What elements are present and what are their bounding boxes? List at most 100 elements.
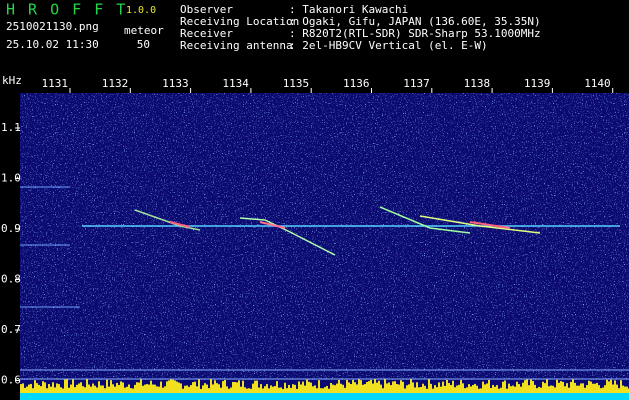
level-bar <box>288 384 290 393</box>
level-bar <box>588 380 590 393</box>
level-bar <box>550 385 552 393</box>
level-bar <box>164 386 166 393</box>
level-bar <box>420 386 422 393</box>
level-bar <box>466 387 468 393</box>
level-bar <box>174 380 176 393</box>
level-bar <box>584 387 586 393</box>
level-bar <box>544 383 546 393</box>
level-bar <box>166 381 168 393</box>
level-bar <box>598 385 600 393</box>
level-bar <box>608 381 610 393</box>
level-bar <box>50 386 52 393</box>
level-bar <box>464 388 466 393</box>
level-bar <box>146 384 148 393</box>
level-bar <box>312 386 314 393</box>
level-bar <box>352 379 354 393</box>
level-bar <box>604 385 606 393</box>
level-bar <box>542 381 544 393</box>
level-bar <box>348 382 350 393</box>
level-bar <box>240 386 242 393</box>
level-bar <box>262 388 264 393</box>
level-bar <box>82 386 84 393</box>
level-bar <box>462 383 464 393</box>
level-bar <box>448 383 450 393</box>
level-bar <box>442 381 444 393</box>
level-bar <box>24 387 26 393</box>
level-bar <box>26 386 28 393</box>
level-bar <box>472 384 474 393</box>
level-bar <box>340 383 342 393</box>
level-bar <box>614 380 616 393</box>
level-bar <box>58 384 60 393</box>
level-bar <box>470 386 472 393</box>
time-label: 1132 <box>102 77 129 90</box>
level-bar <box>30 383 32 393</box>
time-label: 1131 <box>42 77 69 90</box>
level-bar <box>338 379 340 393</box>
level-bar <box>506 388 508 393</box>
level-bar <box>488 379 490 393</box>
level-bar <box>408 384 410 393</box>
level-bar <box>34 380 36 393</box>
level-bar <box>512 385 514 393</box>
level-bar <box>36 383 38 393</box>
level-bar <box>180 383 182 393</box>
level-bar <box>566 383 568 393</box>
header-bg <box>0 0 629 75</box>
level-bar <box>216 383 218 393</box>
level-bar <box>328 388 330 393</box>
time-label: 1136 <box>343 77 370 90</box>
level-bar <box>222 381 224 393</box>
level-bar <box>76 384 78 393</box>
level-bar <box>80 382 82 393</box>
level-bar <box>86 379 88 393</box>
level-bar <box>582 383 584 393</box>
level-bar <box>114 386 116 393</box>
level-bar <box>254 380 256 393</box>
level-bar <box>286 388 288 393</box>
time-label: 1137 <box>403 77 430 90</box>
level-bar <box>546 379 548 393</box>
level-bar <box>326 385 328 393</box>
level-bar <box>96 387 98 393</box>
level-bar <box>122 382 124 393</box>
level-bar <box>376 382 378 393</box>
level-bar <box>324 387 326 393</box>
time-label: 1139 <box>524 77 551 90</box>
info-value: : Ogaki, Gifu, JAPAN (136.60E, 35.35N) <box>289 15 541 28</box>
level-bar <box>196 386 198 393</box>
app-version: 1.0.0 <box>126 5 156 16</box>
info-label: Receiving Location <box>180 15 299 28</box>
level-bar <box>334 385 336 393</box>
level-bar <box>126 386 128 393</box>
level-bar <box>258 387 260 393</box>
level-bar <box>32 388 34 393</box>
level-bar <box>486 383 488 393</box>
level-bar <box>434 385 436 393</box>
level-bar <box>438 382 440 393</box>
level-bar <box>320 388 322 393</box>
level-bar <box>424 385 426 393</box>
level-bar <box>524 380 526 393</box>
level-bar <box>454 387 456 393</box>
level-bar <box>412 382 414 393</box>
level-bar <box>154 384 156 393</box>
level-bar <box>110 380 112 393</box>
level-bar <box>214 380 216 393</box>
level-bar <box>136 382 138 393</box>
level-bar <box>406 385 408 393</box>
level-bar <box>368 381 370 393</box>
level-bar <box>568 387 570 393</box>
level-bar <box>188 386 190 393</box>
level-bar <box>398 384 400 393</box>
level-bar <box>446 379 448 393</box>
level-bar <box>238 380 240 393</box>
level-bar <box>414 387 416 393</box>
level-bar <box>152 384 154 393</box>
level-bar <box>460 380 462 393</box>
level-bar <box>450 385 452 393</box>
level-bar <box>202 385 204 393</box>
level-bar <box>386 383 388 393</box>
time-axis-bg <box>0 75 629 93</box>
level-bar <box>168 380 170 393</box>
